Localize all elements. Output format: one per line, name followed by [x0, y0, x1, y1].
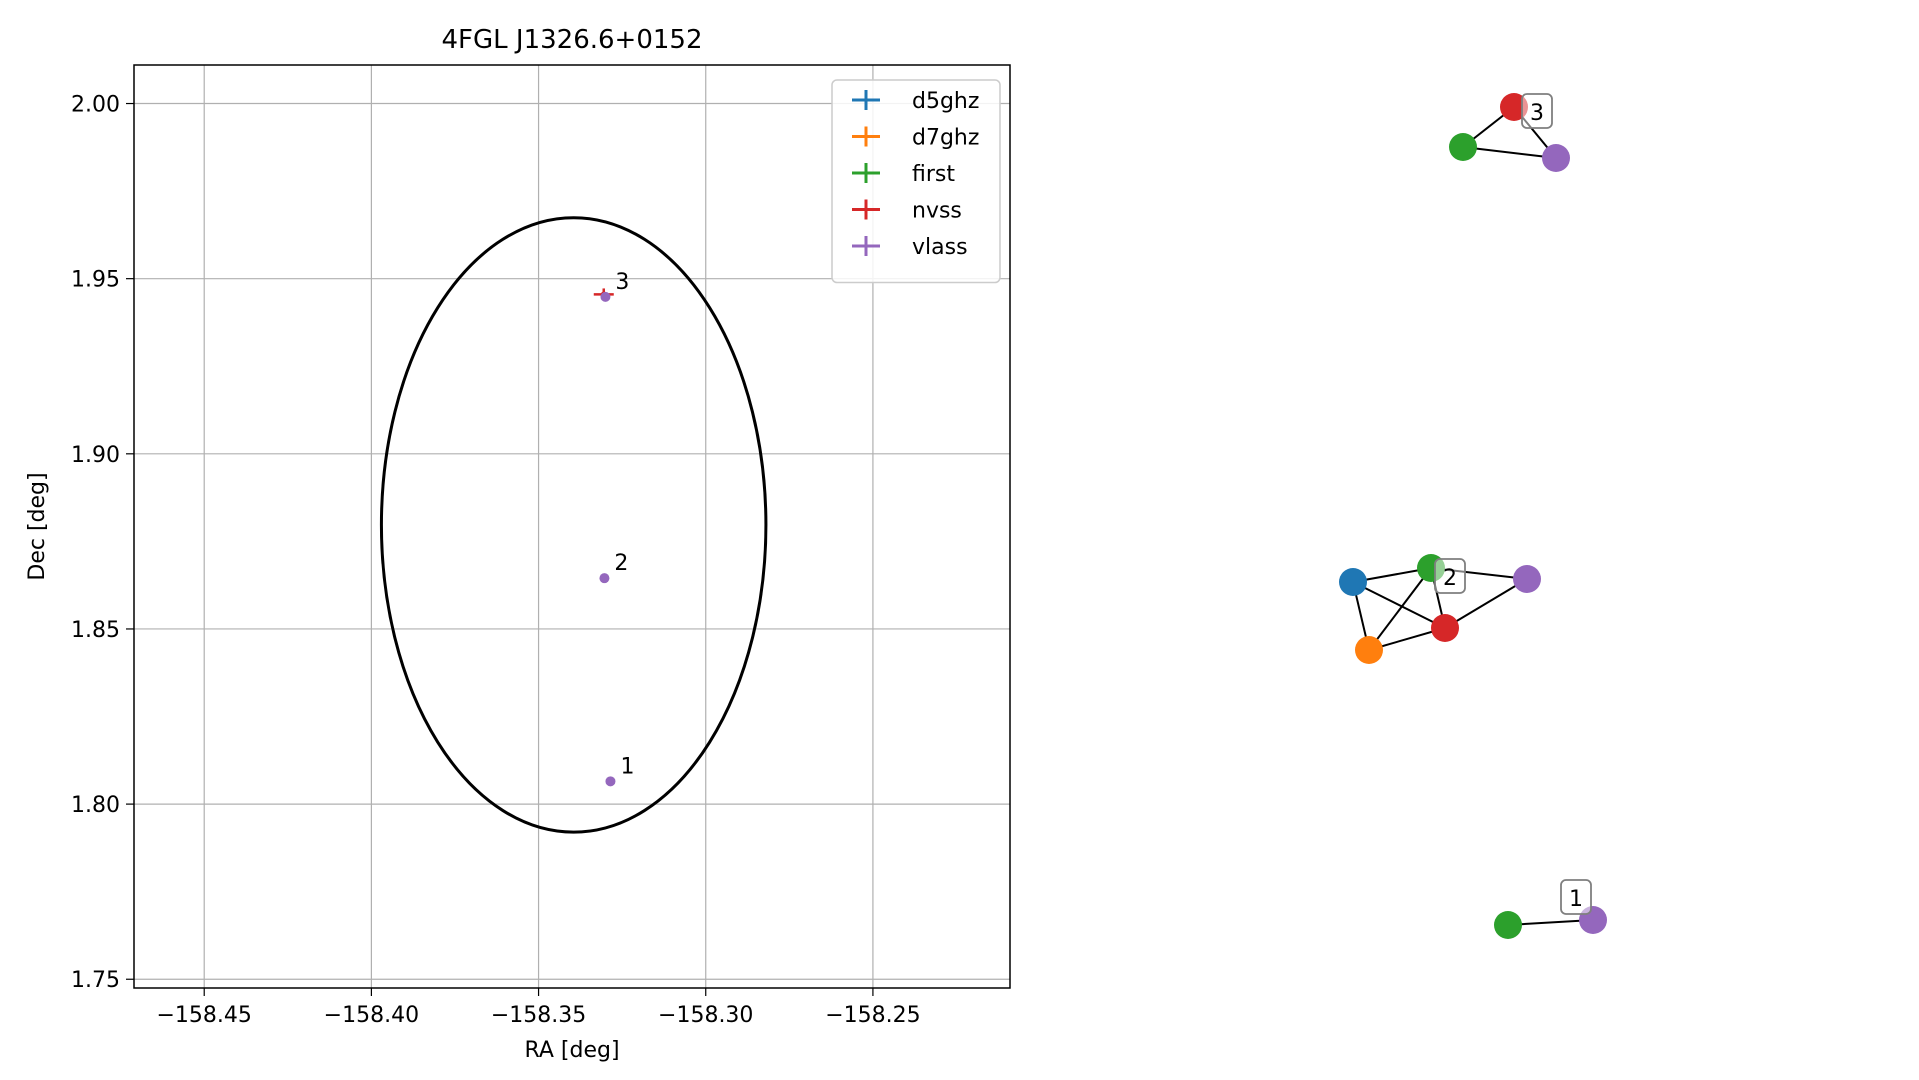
source-number-label: 3 [615, 270, 629, 295]
network-node-first [1449, 133, 1477, 161]
y-tick-label: 1.75 [71, 968, 120, 993]
legend-label-vlass: vlass [912, 235, 968, 260]
cluster-label-box [1560, 879, 1592, 915]
legend-box [831, 79, 1001, 284]
x-tick-label: −158.30 [658, 1003, 753, 1028]
cluster-label: 3 [1530, 101, 1544, 126]
chart-title: 4FGL J1326.6+0152 [442, 25, 703, 55]
network-node-vlass [1513, 565, 1541, 593]
cluster-group-2: 2 [1339, 554, 1541, 664]
cluster-label-box [1521, 93, 1553, 129]
cluster-group-3: 3 [1449, 93, 1570, 172]
legend: d5ghz d7ghz first nvss vlass [831, 79, 1001, 284]
scatter-plot: 3 2 1 −158.45 −158.40 −158.35 −158.30 −158.25 1… [25, 25, 1011, 1063]
network-edge [1462, 146, 1557, 159]
axis-ticks: −158.45 −158.40 −158.35 −158.30 −158.25 1.75 1… [71, 93, 921, 1028]
network-node-nvss [1431, 614, 1459, 642]
network-node-first [1494, 911, 1522, 939]
plot-frame [133, 64, 1011, 989]
x-tick-label: −158.45 [157, 1003, 252, 1028]
source-number-label: 2 [614, 551, 628, 576]
legend-label-d5ghz: d5ghz [912, 89, 979, 114]
y-tick-label: 1.90 [71, 443, 120, 468]
y-axis-label: Dec [deg] [25, 472, 50, 580]
cluster-label: 2 [1443, 566, 1457, 591]
vlass-point [600, 291, 611, 302]
network-edge [1444, 578, 1528, 629]
vlass-point [605, 776, 616, 787]
cluster-group-1: 1 [1494, 879, 1607, 939]
y-tick-label: 1.85 [71, 618, 120, 643]
network-node-nvss [1500, 93, 1528, 121]
vlass-point [599, 573, 610, 584]
x-tick-label: −158.35 [491, 1003, 586, 1028]
x-tick-label: −158.40 [324, 1003, 419, 1028]
network-edge [1352, 581, 1446, 629]
x-axis-label: RA [deg] [524, 1038, 619, 1063]
cluster-network: 3 2 1 [1339, 93, 1607, 939]
source-number-label: 1 [620, 754, 634, 779]
x-tick-label: −158.25 [825, 1003, 920, 1028]
network-node-d5ghz [1339, 568, 1367, 596]
y-tick-label: 1.80 [71, 793, 120, 818]
error-ellipse [379, 216, 768, 834]
network-node-vlass [1542, 144, 1570, 172]
localization-ellipse [379, 216, 768, 834]
network-edge [1507, 919, 1594, 926]
network-edge [1368, 567, 1432, 651]
y-tick-label: 2.00 [71, 93, 120, 118]
point-annotations: 3 2 1 [614, 270, 634, 779]
y-tick-label: 1.95 [71, 268, 120, 293]
cluster-label-box [1434, 558, 1466, 594]
legend-label-d7ghz: d7ghz [912, 126, 979, 151]
cluster-label: 1 [1569, 887, 1583, 912]
network-node-d7ghz [1355, 636, 1383, 664]
data-points [593, 288, 616, 787]
legend-label-nvss: nvss [912, 199, 962, 224]
legend-label-first: first [912, 162, 955, 187]
